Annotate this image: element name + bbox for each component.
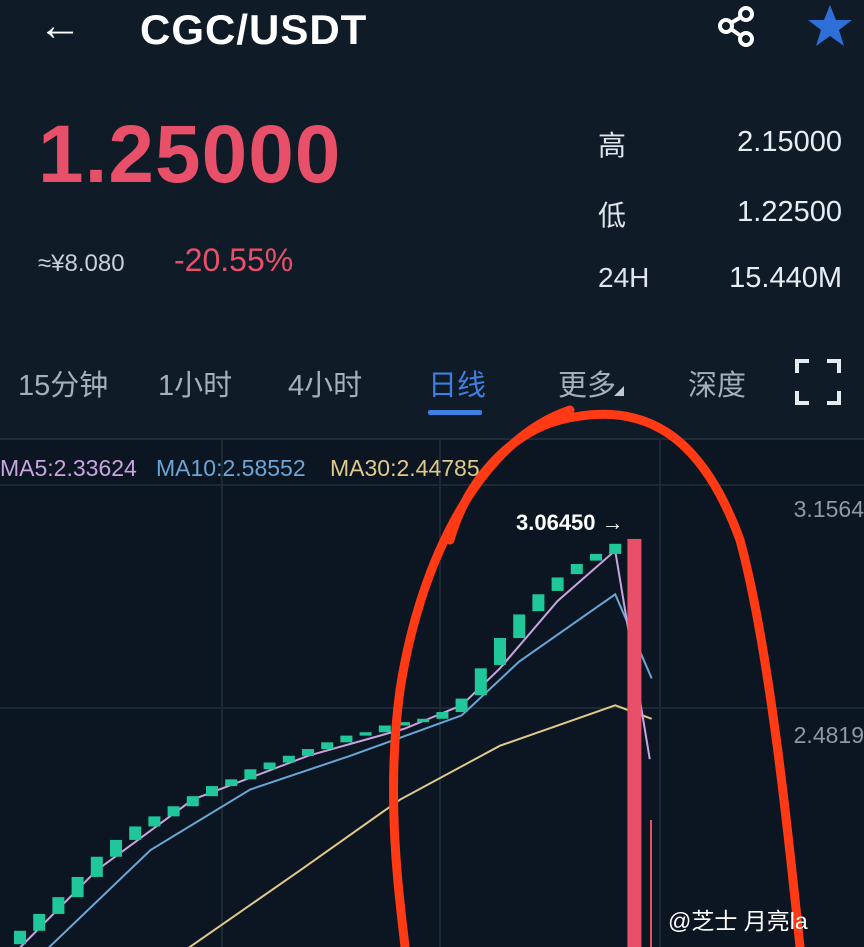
high-label: 高 xyxy=(598,130,627,161)
high-value: 2.15000 xyxy=(737,126,842,158)
candle-up xyxy=(474,668,487,696)
candle-up xyxy=(244,769,257,780)
fullscreen-icon xyxy=(795,359,841,405)
candle-up xyxy=(71,876,84,898)
candle-up xyxy=(167,806,180,817)
max-price-marker: 3.06450 → xyxy=(516,510,624,535)
candle-up xyxy=(455,698,468,713)
pair-title: CGC/USDT xyxy=(140,6,368,53)
candle-up xyxy=(590,553,602,561)
tab-daily[interactable]: 日线 xyxy=(428,370,487,402)
favorite-button[interactable] xyxy=(806,2,854,55)
cny-value: ≈¥8.080 xyxy=(38,250,125,277)
candle-down xyxy=(627,538,642,947)
candle-up xyxy=(570,563,583,575)
candle-up xyxy=(148,816,161,827)
tab-depth[interactable]: 深度 xyxy=(688,370,747,402)
candle-up xyxy=(206,786,218,797)
candle-up xyxy=(417,718,430,723)
arrow-left-icon: ← xyxy=(38,1,82,50)
ma5-line xyxy=(19,548,651,947)
star-icon xyxy=(808,5,852,46)
ma10-legend: MA10:2.58552 xyxy=(156,455,306,481)
share-button[interactable] xyxy=(716,4,760,53)
back-button[interactable]: ← xyxy=(38,4,82,48)
tab-1h[interactable]: 1小时 xyxy=(158,370,233,402)
last-price: 1.25000 xyxy=(38,109,342,200)
candle-up xyxy=(551,577,564,591)
candle-up xyxy=(110,839,122,857)
candle-up xyxy=(14,930,26,945)
candle-up xyxy=(513,614,526,639)
volume-value: 15.440M xyxy=(729,262,842,294)
candle-up xyxy=(129,826,142,840)
tab-more[interactable]: 更多 xyxy=(558,370,617,402)
candle-up xyxy=(436,712,449,719)
candle-up xyxy=(52,897,65,914)
y-axis-label: 3.1564 xyxy=(793,496,864,522)
volume-label: 24H xyxy=(598,262,650,293)
candle-up xyxy=(90,856,103,877)
candle-up xyxy=(398,722,410,726)
watermark: @芝士 月亮la xyxy=(668,908,808,934)
ma30-legend: MA30:2.44785 xyxy=(330,455,480,481)
tab-15min[interactable]: 15分钟 xyxy=(18,370,109,402)
fullscreen-button[interactable] xyxy=(794,358,842,411)
ma5-legend: MA5:2.33624 xyxy=(0,455,137,481)
candle-up xyxy=(186,796,199,807)
candle-up xyxy=(378,725,391,733)
candle-up xyxy=(302,749,314,756)
candle-up xyxy=(359,732,372,736)
y-axis-label: 2.4819 xyxy=(793,722,864,748)
candle-up xyxy=(494,638,506,665)
change-percent: -20.55% xyxy=(174,242,294,278)
candle-up xyxy=(263,762,276,770)
candle-up xyxy=(282,755,295,763)
candle-up xyxy=(321,742,334,750)
tab-4h[interactable]: 4小时 xyxy=(288,370,363,402)
low-label: 低 xyxy=(598,200,627,231)
candle-up xyxy=(609,543,622,554)
share-icon xyxy=(718,6,754,47)
candle-up xyxy=(225,779,238,787)
ma10-line xyxy=(48,592,653,947)
candle-up xyxy=(340,735,353,743)
candle-up xyxy=(33,913,46,931)
dropdown-triangle-icon xyxy=(614,386,624,396)
ma30-line xyxy=(188,704,653,947)
low-value: 1.22500 xyxy=(737,196,842,228)
candle-up xyxy=(532,594,545,612)
